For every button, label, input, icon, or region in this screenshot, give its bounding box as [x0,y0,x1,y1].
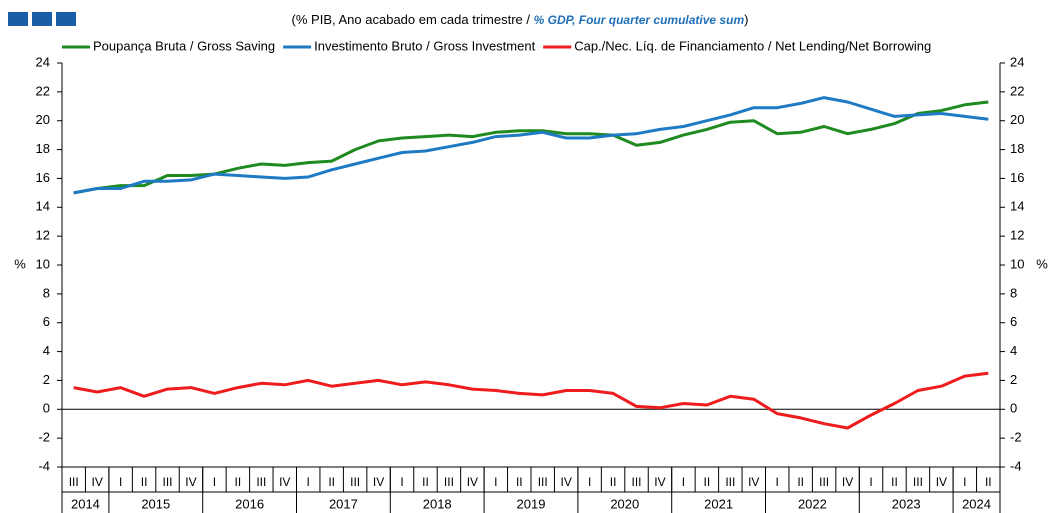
x-tick-label: IV [748,475,759,489]
year-label: 2015 [141,496,170,511]
y2-tick-label: 18 [1010,141,1024,156]
x-tick-label: I [213,475,216,489]
x-tick-label: III [163,475,173,489]
logo-block [32,12,52,26]
y2-tick-label: 6 [1010,314,1017,329]
year-label: 2022 [798,496,827,511]
x-tick-label: III [632,475,642,489]
y-tick-label: 20 [36,112,50,127]
year-label: 2021 [704,496,733,511]
series-line [73,371,989,430]
logo-block [8,12,28,26]
year-label: 2017 [329,496,358,511]
x-tick-label: II [797,475,804,489]
y2-tick-label: 16 [1010,170,1024,185]
x-tick-label: I [682,475,685,489]
y2-tick-label: 0 [1010,401,1017,416]
x-tick-label: III [444,475,454,489]
x-tick-label: IV [842,475,853,489]
legend-label: Investimento Bruto / Gross Investment [314,38,535,53]
x-tick-label: I [119,475,122,489]
x-tick-label: II [704,475,711,489]
x-tick-label: II [235,475,242,489]
y-tick-label: 4 [43,343,50,358]
y2-tick-label: 2 [1010,372,1017,387]
x-tick-label: IV [92,475,103,489]
subtitle-pt: (% PIB, Ano acabado em cada trimestre / [292,12,534,27]
x-tick-label: III [538,475,548,489]
year-label: 2019 [517,496,546,511]
x-tick-label: III [913,475,923,489]
x-tick-label: III [725,475,735,489]
year-label: 2020 [610,496,639,511]
y2-tick-label: 24 [1010,54,1024,69]
x-tick-label: I [776,475,779,489]
legend-label: Cap./Nec. Líq. de Financiamento / Net Le… [574,38,931,53]
year-label: 2023 [892,496,921,511]
x-tick-label: II [141,475,148,489]
x-tick-label: III [819,475,829,489]
y2-tick-label: 8 [1010,285,1017,300]
x-tick-label: IV [654,475,665,489]
x-tick-label: IV [467,475,478,489]
x-tick-label: IV [561,475,572,489]
logo-block [56,12,76,26]
year-label: 2024 [962,496,991,511]
subtitle: (% PIB, Ano acabado em cada trimestre / … [292,12,749,27]
y-tick-label: 16 [36,170,50,185]
legend-label: Poupança Bruta / Gross Saving [93,38,275,53]
y-tick-label: 0 [43,401,50,416]
x-tick-label: II [328,475,335,489]
y-tick-label: 24 [36,54,50,69]
y2-tick-label: -2 [1010,430,1022,445]
x-tick-label: I [307,475,310,489]
y-axis-label: % [14,256,26,271]
y2-tick-label: 12 [1010,228,1024,243]
x-tick-label: III [256,475,266,489]
x-tick-label: I [588,475,591,489]
x-tick-label: IV [373,475,384,489]
x-tick-label: II [985,475,992,489]
y2-tick-label: 22 [1010,83,1024,98]
subtitle-en: % GDP, Four quarter cumulative sum [534,13,745,27]
x-tick-label: III [69,475,79,489]
y-tick-label: 8 [43,285,50,300]
x-tick-label: IV [936,475,947,489]
series-line [73,100,989,195]
year-label: 2016 [235,496,264,511]
y2-tick-label: 20 [1010,112,1024,127]
x-tick-label: IV [185,475,196,489]
y-tick-label: -2 [38,430,50,445]
x-tick-label: II [422,475,429,489]
y2-tick-label: 10 [1010,256,1024,271]
y-tick-label: 6 [43,314,50,329]
y-tick-label: 10 [36,256,50,271]
year-label: 2014 [71,496,100,511]
y2-tick-label: 4 [1010,343,1017,358]
y2-tick-label: -4 [1010,458,1022,473]
subtitle-end: ) [744,12,748,27]
y-tick-label: 22 [36,83,50,98]
x-tick-label: III [350,475,360,489]
x-tick-label: I [963,475,966,489]
x-tick-label: II [610,475,617,489]
x-tick-label: I [494,475,497,489]
y-tick-label: -4 [38,458,50,473]
year-label: 2018 [423,496,452,511]
y2-tick-label: 14 [1010,199,1024,214]
y2-axis-label: % [1036,256,1048,271]
y-tick-label: 18 [36,141,50,156]
series-line [73,96,989,195]
x-tick-label: IV [279,475,290,489]
x-tick-label: II [891,475,898,489]
x-tick-label: II [516,475,523,489]
x-tick-label: I [400,475,403,489]
y-tick-label: 12 [36,228,50,243]
y-tick-label: 14 [36,199,50,214]
x-tick-label: I [869,475,872,489]
y-tick-label: 2 [43,372,50,387]
